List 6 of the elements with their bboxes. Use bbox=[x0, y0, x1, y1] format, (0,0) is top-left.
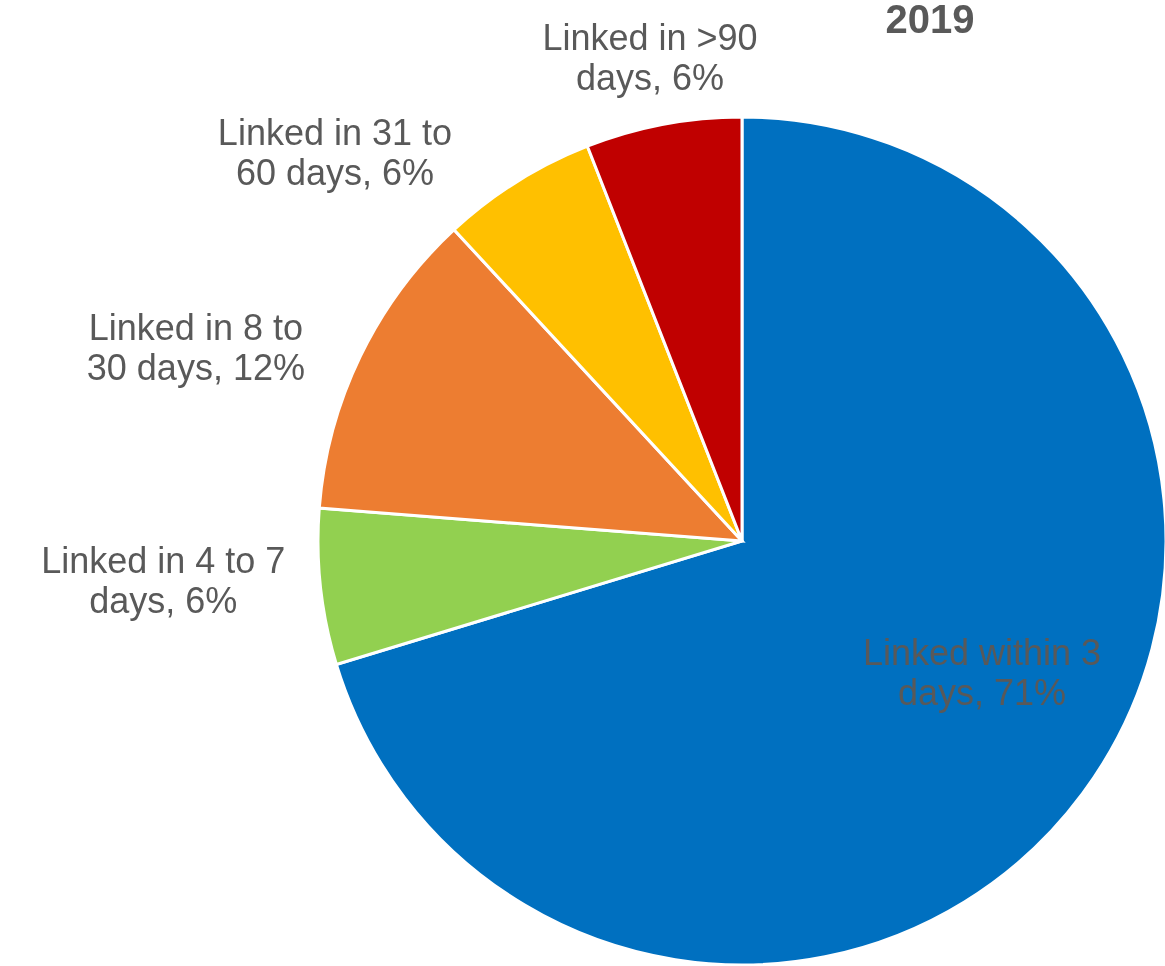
slice-label: Linked in >90 days, 6% bbox=[542, 16, 758, 98]
slice-label: Linked in 31 to 60 days, 6% bbox=[217, 111, 453, 193]
slice-label: Linked within 3 days, 71% bbox=[862, 631, 1102, 713]
slice-label: Linked in 8 to 30 days, 12% bbox=[86, 306, 305, 388]
chart-title: 2019 bbox=[885, 0, 975, 41]
slice-label: Linked in 4 to 7 days, 6% bbox=[41, 539, 286, 621]
